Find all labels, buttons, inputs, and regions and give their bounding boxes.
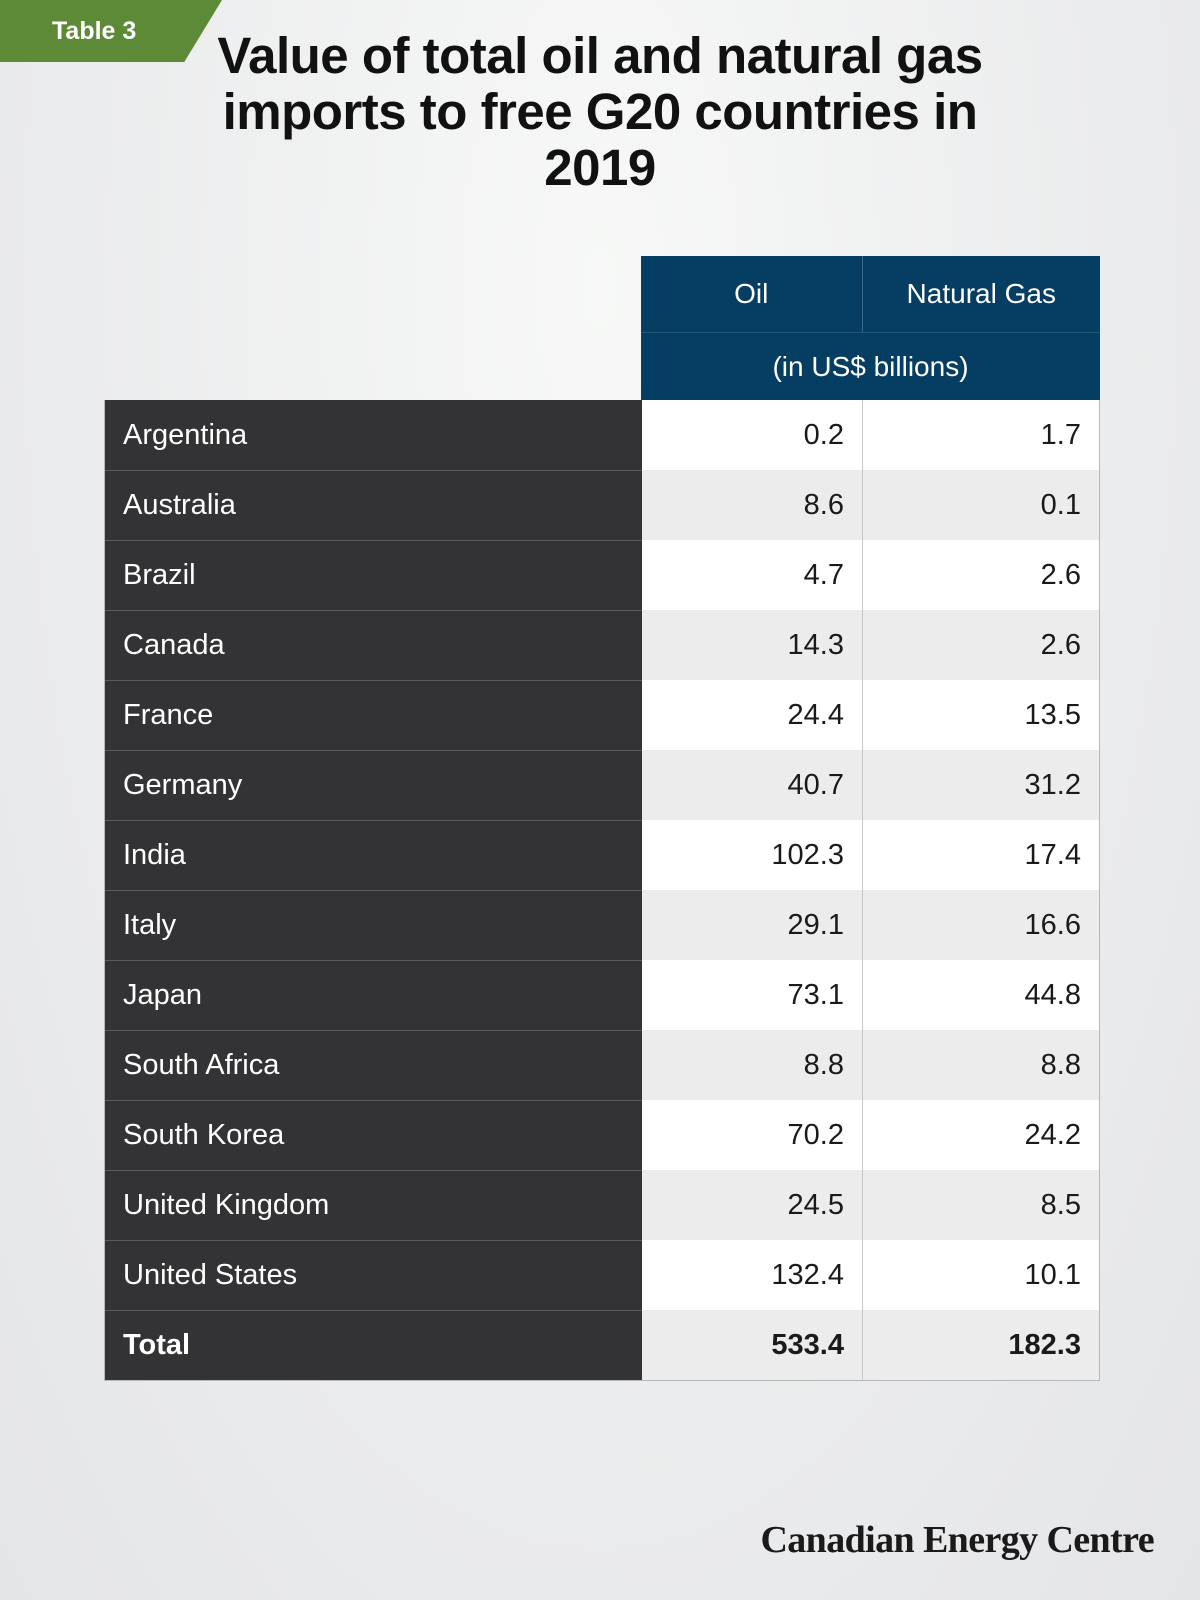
country-cell: India bbox=[105, 820, 642, 890]
oil-value-cell: 132.4 bbox=[642, 1240, 863, 1310]
gas-value-cell: 31.2 bbox=[863, 750, 1099, 820]
table-row: Canada 14.3 2.6 bbox=[105, 610, 1099, 680]
table-row: France 24.4 13.5 bbox=[105, 680, 1099, 750]
table-row: Italy 29.1 16.6 bbox=[105, 890, 1099, 960]
table-number-label: Table 3 bbox=[52, 17, 137, 45]
table-row: India 102.3 17.4 bbox=[105, 820, 1099, 890]
oil-value-cell: 14.3 bbox=[642, 610, 863, 680]
total-row: Total 533.4 182.3 bbox=[105, 1310, 1099, 1380]
gas-value-cell: 2.6 bbox=[863, 610, 1099, 680]
country-cell: Italy bbox=[105, 890, 642, 960]
oil-value-cell: 24.4 bbox=[642, 680, 863, 750]
table-row: United States 132.4 10.1 bbox=[105, 1240, 1099, 1310]
country-cell: Argentina bbox=[105, 400, 642, 470]
gas-value-cell: 17.4 bbox=[1024, 838, 1081, 871]
table-row: South Korea 70.2 24.2 bbox=[105, 1100, 1099, 1170]
table-row: Argentina 0.2 1.7 bbox=[105, 400, 1099, 470]
oil-value-cell: 29.1 bbox=[642, 890, 863, 960]
total-label-cell: Total bbox=[105, 1310, 642, 1380]
oil-value-cell: 8.6 bbox=[642, 470, 863, 540]
country-cell: France bbox=[105, 680, 642, 750]
unit-header: (in US$ billions) bbox=[641, 333, 1100, 400]
country-cell: Canada bbox=[105, 610, 642, 680]
total-gas-cell: 182.3 bbox=[863, 1310, 1099, 1380]
table-row: Australia 8.6 0.1 bbox=[105, 470, 1099, 540]
table-body: Argentina 0.2 1.7 Australia 8.6 0.1 Brazil 4.7 2… bbox=[104, 400, 1100, 1381]
gas-value-cell: 1.7 bbox=[1040, 418, 1081, 451]
country-cell: South Korea bbox=[105, 1100, 642, 1170]
oil-value-cell: 73.1 bbox=[642, 960, 863, 1030]
country-cell: Germany bbox=[105, 750, 642, 820]
gas-value-cell: 2.6 bbox=[1040, 558, 1081, 591]
gas-value-cell: 13.5 bbox=[1024, 698, 1081, 731]
table-row: Brazil 4.7 2.6 bbox=[105, 540, 1099, 610]
oil-value-cell: 40.7 bbox=[642, 750, 863, 820]
table-row: United Kingdom 24.5 8.5 bbox=[105, 1170, 1099, 1240]
oil-value-cell: 70.2 bbox=[642, 1100, 863, 1170]
table-row: Japan 73.1 44.8 bbox=[105, 960, 1099, 1030]
country-cell: United States bbox=[105, 1240, 642, 1310]
country-cell: Australia bbox=[105, 470, 642, 540]
gas-value-cell: 8.5 bbox=[863, 1170, 1099, 1240]
table-title: Value of total oil and natural gas impor… bbox=[217, 27, 983, 196]
table-row: South Africa 8.8 8.8 bbox=[105, 1030, 1099, 1100]
table-number-tag bbox=[0, 0, 222, 62]
country-cell: South Africa bbox=[105, 1030, 642, 1100]
total-oil-cell: 533.4 bbox=[642, 1310, 863, 1380]
gas-value-cell: 24.2 bbox=[1024, 1118, 1081, 1151]
country-cell: United Kingdom bbox=[105, 1170, 642, 1240]
country-cell: Japan bbox=[105, 960, 642, 1030]
country-cell: Brazil bbox=[105, 540, 642, 610]
oil-value-cell: 24.5 bbox=[642, 1170, 863, 1240]
oil-value-cell: 4.7 bbox=[642, 540, 863, 610]
table-row: Germany 40.7 31.2 bbox=[105, 750, 1099, 820]
gas-value-cell: 44.8 bbox=[1024, 978, 1081, 1011]
oil-value-cell: 8.8 bbox=[642, 1030, 863, 1100]
column-header-row: Oil Natural Gas bbox=[641, 256, 1100, 333]
gas-value-cell: 10.1 bbox=[1024, 1258, 1081, 1291]
column-header-natural-gas: Natural Gas bbox=[906, 278, 1056, 309]
gas-value-cell: 8.8 bbox=[863, 1030, 1099, 1100]
gas-value-cell: 16.6 bbox=[863, 890, 1099, 960]
oil-value-cell: 102.3 bbox=[642, 820, 863, 890]
column-header-oil: Oil bbox=[641, 256, 863, 332]
oil-value-cell: 0.2 bbox=[642, 400, 863, 470]
gas-value-cell: 0.1 bbox=[863, 470, 1099, 540]
data-table: Oil Natural Gas (in US$ billions) Argent… bbox=[104, 256, 1100, 1381]
brand-logo-text: Canadian Energy Centre bbox=[760, 1519, 1154, 1561]
